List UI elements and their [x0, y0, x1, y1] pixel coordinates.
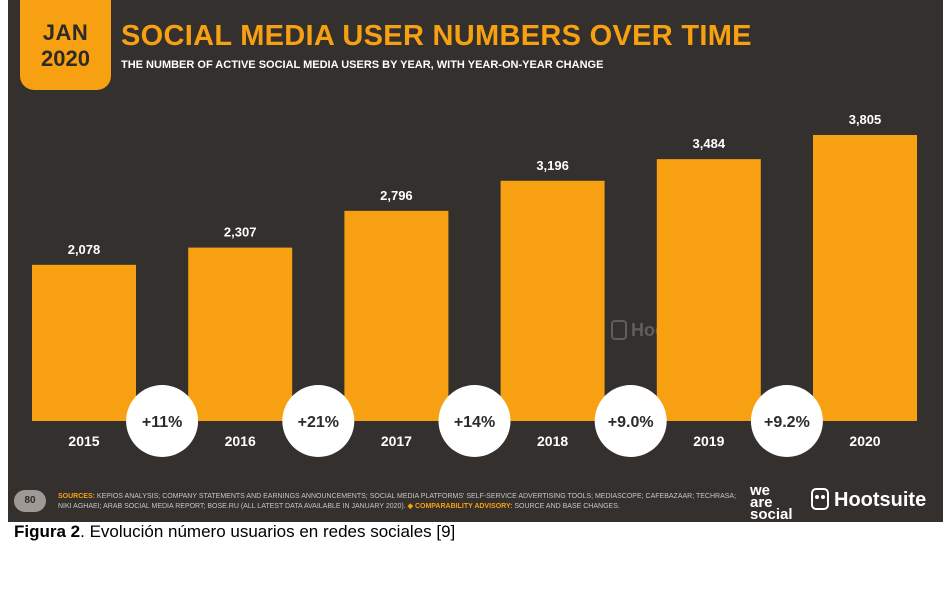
bar-2018 — [500, 180, 605, 421]
x-tick-2018: 2018 — [537, 433, 568, 449]
badge-month: JAN — [42, 20, 89, 45]
change-label-3: +14% — [454, 414, 495, 431]
x-tick-2016: 2016 — [225, 433, 256, 449]
bar-2017 — [344, 210, 449, 421]
change-label-2: +21% — [298, 414, 339, 431]
change-circle-2 — [282, 385, 355, 457]
change-circle-4 — [594, 385, 667, 457]
sources-label: SOURCES: — [58, 493, 95, 500]
bar-2015 — [32, 264, 136, 421]
x-tick-2019: 2019 — [693, 433, 724, 449]
x-tick-2017: 2017 — [381, 433, 412, 449]
change-label-5: +9.2% — [764, 414, 810, 431]
value-label-2019: 3,484 — [693, 136, 726, 151]
bar-2020 — [813, 135, 917, 421]
figure-caption: Figura 2. Evolución número usuarios en r… — [14, 522, 455, 542]
change-label-1: +11% — [142, 414, 182, 431]
change-circle-3 — [438, 385, 511, 457]
change-label-4: +9.0% — [608, 414, 654, 431]
chart-title: SOCIAL MEDIA USER NUMBERS OVER TIME — [121, 20, 752, 52]
value-label-2020: 3,805 — [849, 112, 882, 127]
owl-icon — [811, 488, 829, 510]
sources-text: KEPIOS ANALYSIS; COMPANY STATEMENTS AND … — [58, 493, 737, 510]
date-badge: JAN 2020 — [20, 0, 111, 90]
x-tick-2020: 2020 — [849, 433, 880, 449]
infographic-panel: JAN 2020 SOCIAL MEDIA USER NUMBERS OVER … — [8, 0, 943, 522]
bar-chart: 2,078 2015 2,307 2016 2,796 2017 3,196 2018 3,48… — [32, 112, 917, 457]
we-are-social-logo: we are social — [750, 482, 793, 522]
change-circle-5 — [750, 385, 823, 457]
advisory-label: ◆ COMPARABILITY ADVISORY: — [407, 503, 513, 510]
change-circle-1 — [126, 385, 199, 457]
page-number: 80 — [14, 490, 46, 512]
caption-label: Figura 2 — [14, 522, 81, 541]
advisory-text: SOURCE AND BASE CHANGES. — [514, 503, 620, 510]
badge-year: 2020 — [41, 46, 90, 71]
bar-2019 — [656, 159, 761, 421]
x-tick-2015: 2015 — [68, 433, 99, 449]
value-label-2015: 2,078 — [68, 242, 101, 257]
value-label-2016: 2,307 — [224, 225, 257, 240]
value-label-2018: 3,196 — [536, 158, 569, 173]
chart-subtitle: THE NUMBER OF ACTIVE SOCIAL MEDIA USERS … — [121, 59, 604, 71]
bar-2016 — [188, 247, 293, 421]
value-label-2017: 2,796 — [380, 188, 413, 203]
caption-text: . Evolución número usuarios en redes soc… — [80, 522, 456, 541]
owl-icon — [611, 320, 627, 340]
hootsuite-logo: Hootsuite — [811, 488, 926, 512]
sources-note: SOURCES: KEPIOS ANALYSIS; COMPANY STATEM… — [58, 492, 748, 512]
